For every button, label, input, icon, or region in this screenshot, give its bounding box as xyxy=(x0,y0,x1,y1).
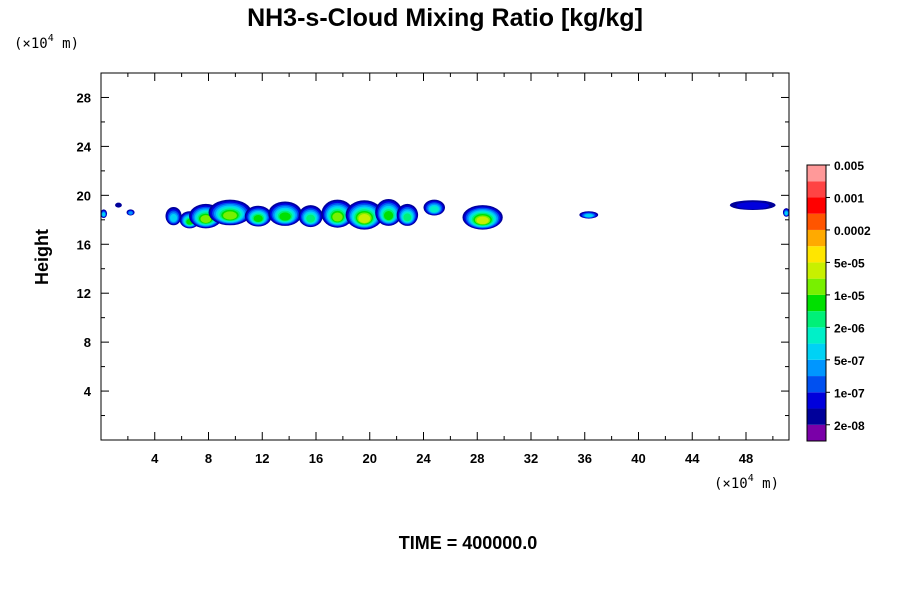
cloud-contour xyxy=(403,213,412,222)
cloud-contour xyxy=(306,214,316,223)
cloud-blob xyxy=(208,199,252,226)
colorbar-swatch xyxy=(807,408,826,425)
colorbar-swatch xyxy=(807,197,826,214)
cloud-contour xyxy=(736,202,770,210)
x-tick-label: 20 xyxy=(363,451,377,466)
cloud-blob xyxy=(729,200,776,211)
y-tick-label: 28 xyxy=(77,90,91,105)
x-tick-label: 48 xyxy=(739,451,753,466)
x-tick-label: 44 xyxy=(685,451,700,466)
colorbar-frame xyxy=(806,164,827,442)
colorbar-swatch xyxy=(807,165,826,182)
x-tick-label: 4 xyxy=(151,451,159,466)
cloud-contour xyxy=(253,215,263,223)
cloud-blob xyxy=(396,203,419,226)
cloud-contour xyxy=(332,212,343,222)
colorbar-swatch xyxy=(807,392,826,409)
x-tick-label: 36 xyxy=(578,451,592,466)
cloud-blob xyxy=(321,199,354,228)
cloud-contour xyxy=(430,206,439,213)
y-tick-label: 4 xyxy=(84,384,92,399)
y-tick-label: 16 xyxy=(77,237,91,252)
cloud-contour xyxy=(102,212,106,217)
colorbar-label: 0.001 xyxy=(834,191,864,205)
y-tick-label: 20 xyxy=(77,188,91,203)
cloud-blob xyxy=(345,200,384,230)
cloud-contour xyxy=(476,216,489,225)
colorbar-swatch xyxy=(807,246,826,263)
colorbar-swatch xyxy=(807,311,826,328)
cloud-contour xyxy=(170,213,178,222)
x-tick-label: 24 xyxy=(416,451,431,466)
cloud-blob xyxy=(423,199,445,216)
colorbar-swatch xyxy=(807,181,826,198)
x-axis-unit: (×104 m) xyxy=(714,473,779,492)
cloud-contour xyxy=(384,211,394,221)
x-tick-label: 32 xyxy=(524,451,538,466)
colorbar-swatch xyxy=(807,343,826,360)
cloud-contour xyxy=(200,215,212,223)
cloud-contour xyxy=(584,214,593,218)
cloud-blob xyxy=(298,205,323,228)
cloud-contour xyxy=(279,212,291,221)
colorbar-label: 2e-08 xyxy=(834,419,865,433)
colorbar-swatch xyxy=(807,229,826,247)
colorbar-swatch xyxy=(807,359,826,377)
colorbar-label: 0.0002 xyxy=(834,224,871,238)
colorbar-swatch xyxy=(807,424,826,441)
colorbar-label: 0.005 xyxy=(834,159,864,173)
colorbar-swatch xyxy=(807,294,826,312)
cloud-blob xyxy=(782,208,789,217)
colorbar-swatch xyxy=(807,262,826,279)
cloud-contour xyxy=(784,211,788,216)
y-tick-label: 8 xyxy=(84,335,91,350)
cloud-contour xyxy=(128,211,133,215)
colorbar-swatch xyxy=(807,213,826,230)
x-tick-label: 28 xyxy=(470,451,484,466)
y-axis-unit: (×104 m) xyxy=(14,33,79,52)
y-axis-label: Height xyxy=(32,229,52,285)
cloud-blob xyxy=(165,206,182,226)
colorbar-label: 5e-05 xyxy=(834,256,865,270)
cloud-contour xyxy=(115,202,122,208)
colorbar-label: 5e-07 xyxy=(834,354,865,368)
plot-area xyxy=(101,199,789,230)
time-label: TIME = 400000.0 xyxy=(399,533,538,553)
cloud-blob xyxy=(101,209,108,218)
x-tick-label: 12 xyxy=(255,451,269,466)
plot-frame xyxy=(100,72,790,441)
cloud-blob xyxy=(126,209,135,216)
cloud-blob xyxy=(115,202,122,208)
x-tick-label: 16 xyxy=(309,451,323,466)
colorbar-label: 2e-06 xyxy=(834,321,865,335)
cloud-contour xyxy=(358,214,371,223)
colorbar-swatch xyxy=(807,376,826,393)
colorbar: 2e-08 1e-07 5e-07 2e-06 1e-05 5e-05 0.0002 0.00… xyxy=(806,159,871,442)
colorbar-swatch xyxy=(807,327,826,344)
cloud-blob xyxy=(268,201,302,226)
cloud-blob xyxy=(462,205,503,230)
chart-title: NH3-s-Cloud Mixing Ratio [kg/kg] xyxy=(247,4,643,32)
colorbar-swatch xyxy=(807,278,826,295)
y-tick-label: 12 xyxy=(77,286,91,301)
cloud-blob xyxy=(579,211,599,219)
x-tick-label: 40 xyxy=(631,451,645,466)
colorbar-label: 1e-07 xyxy=(834,386,865,400)
cloud-blob xyxy=(244,205,272,227)
cloud-blob xyxy=(375,199,402,226)
cloud-contour xyxy=(223,211,237,220)
y-tick-label: 24 xyxy=(77,139,92,154)
x-tick-label: 8 xyxy=(205,451,212,466)
colorbar-label: 1e-05 xyxy=(834,289,865,303)
